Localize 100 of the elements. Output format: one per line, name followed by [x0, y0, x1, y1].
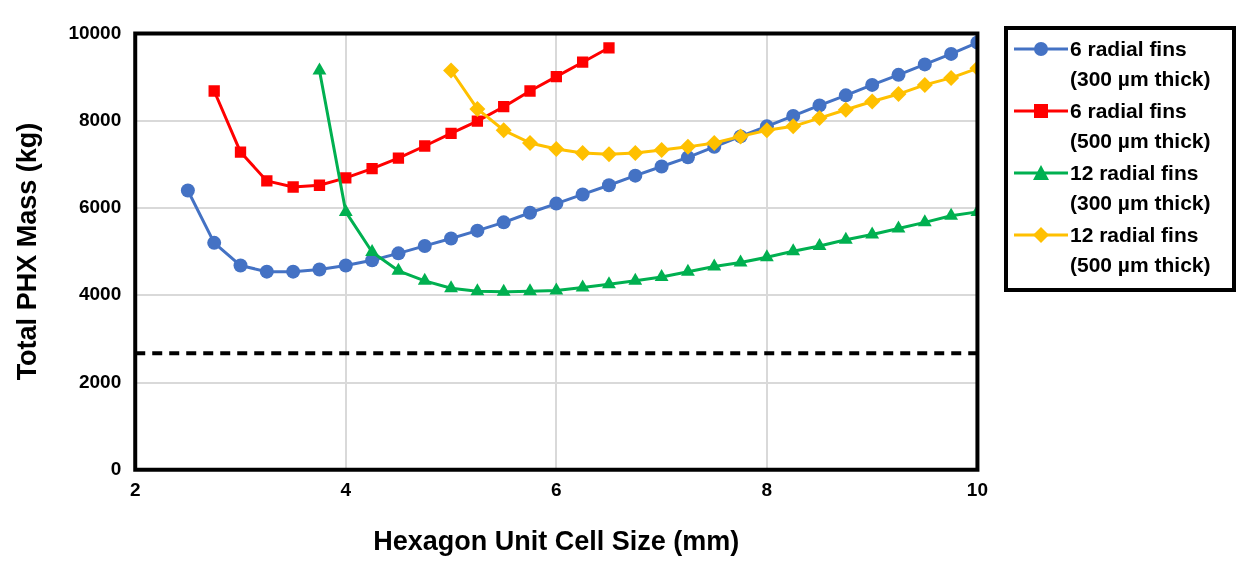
point [707, 258, 722, 271]
point [575, 279, 590, 292]
point [470, 283, 485, 296]
point [838, 231, 853, 244]
point [628, 168, 643, 183]
point [916, 76, 933, 93]
point [548, 141, 565, 158]
point [522, 134, 539, 151]
point [917, 214, 932, 227]
point [601, 178, 616, 193]
legend-label: 6 radial fins (300 µm thick) [1070, 36, 1212, 92]
y-tick-label: 2000 [78, 370, 122, 392]
point [550, 70, 562, 83]
point [524, 85, 536, 97]
point [944, 207, 959, 220]
point [391, 246, 406, 261]
point [340, 172, 352, 184]
point [234, 146, 247, 158]
point [679, 138, 696, 155]
point [445, 127, 457, 139]
point [864, 93, 881, 110]
point [600, 146, 617, 163]
point [654, 159, 669, 174]
y-axis-title: Total PHX Mass (kg) [11, 122, 42, 381]
legend-label: 12 radial fins (500 µm thick) [1070, 222, 1212, 278]
point [180, 183, 195, 198]
point [392, 152, 405, 164]
point [338, 258, 353, 273]
point [837, 101, 854, 118]
point [943, 69, 960, 86]
x-tick-label: 2 [129, 479, 141, 501]
point [627, 144, 644, 161]
point [549, 282, 564, 295]
point [391, 262, 406, 275]
point [469, 100, 486, 117]
point [549, 196, 564, 211]
point [890, 86, 907, 103]
point [812, 237, 827, 250]
point [706, 134, 723, 151]
point [758, 122, 775, 139]
x-tick-label: 6 [551, 479, 562, 501]
point [733, 254, 748, 267]
point [366, 163, 378, 175]
y-tick-label: 8000 [78, 108, 122, 130]
point [577, 56, 589, 68]
point [891, 67, 906, 82]
y-tick-label: 6000 [78, 196, 122, 218]
point [495, 122, 512, 139]
point [523, 205, 538, 220]
legend-label: 6 radial fins (500 µm thick) [1070, 98, 1212, 154]
point [496, 215, 511, 230]
point [496, 283, 511, 296]
point [812, 98, 827, 113]
point [628, 272, 643, 285]
point [443, 62, 460, 79]
point [470, 223, 485, 238]
x-axis-title: Hexagon Unit Cell Size (mm) [373, 526, 740, 557]
point [865, 226, 880, 239]
point [365, 244, 380, 257]
x-tick-label: 10 [966, 479, 988, 501]
y-tick-label: 4000 [78, 283, 122, 305]
point [785, 118, 802, 135]
point [786, 243, 801, 256]
point [681, 263, 695, 276]
point [891, 220, 906, 233]
point [312, 262, 327, 277]
x-tick-label: 4 [340, 479, 352, 501]
point [444, 280, 458, 293]
point [575, 187, 590, 202]
point [811, 110, 828, 127]
point [208, 85, 220, 97]
y-tick-label: 10000 [68, 21, 122, 43]
point [444, 231, 459, 246]
point [917, 57, 932, 72]
point [944, 46, 959, 61]
point [417, 238, 432, 253]
point [419, 140, 431, 152]
point [417, 272, 432, 285]
point [338, 203, 353, 216]
point [259, 264, 274, 279]
point [313, 179, 326, 191]
legend-label: 12 radial fins (300 µm thick) [1070, 160, 1212, 216]
point [471, 115, 484, 127]
point [838, 88, 853, 103]
point [233, 258, 248, 273]
point [498, 101, 510, 113]
point [286, 264, 301, 279]
y-tick-label: 0 [110, 458, 122, 480]
point [287, 181, 299, 193]
point [603, 42, 615, 54]
point [602, 276, 616, 289]
x-tick-label: 8 [761, 479, 773, 501]
point [523, 283, 537, 296]
point [654, 268, 669, 281]
point [759, 249, 774, 262]
point [261, 175, 273, 187]
point [574, 144, 591, 161]
point [207, 235, 222, 250]
point [653, 141, 670, 158]
point [865, 77, 880, 92]
